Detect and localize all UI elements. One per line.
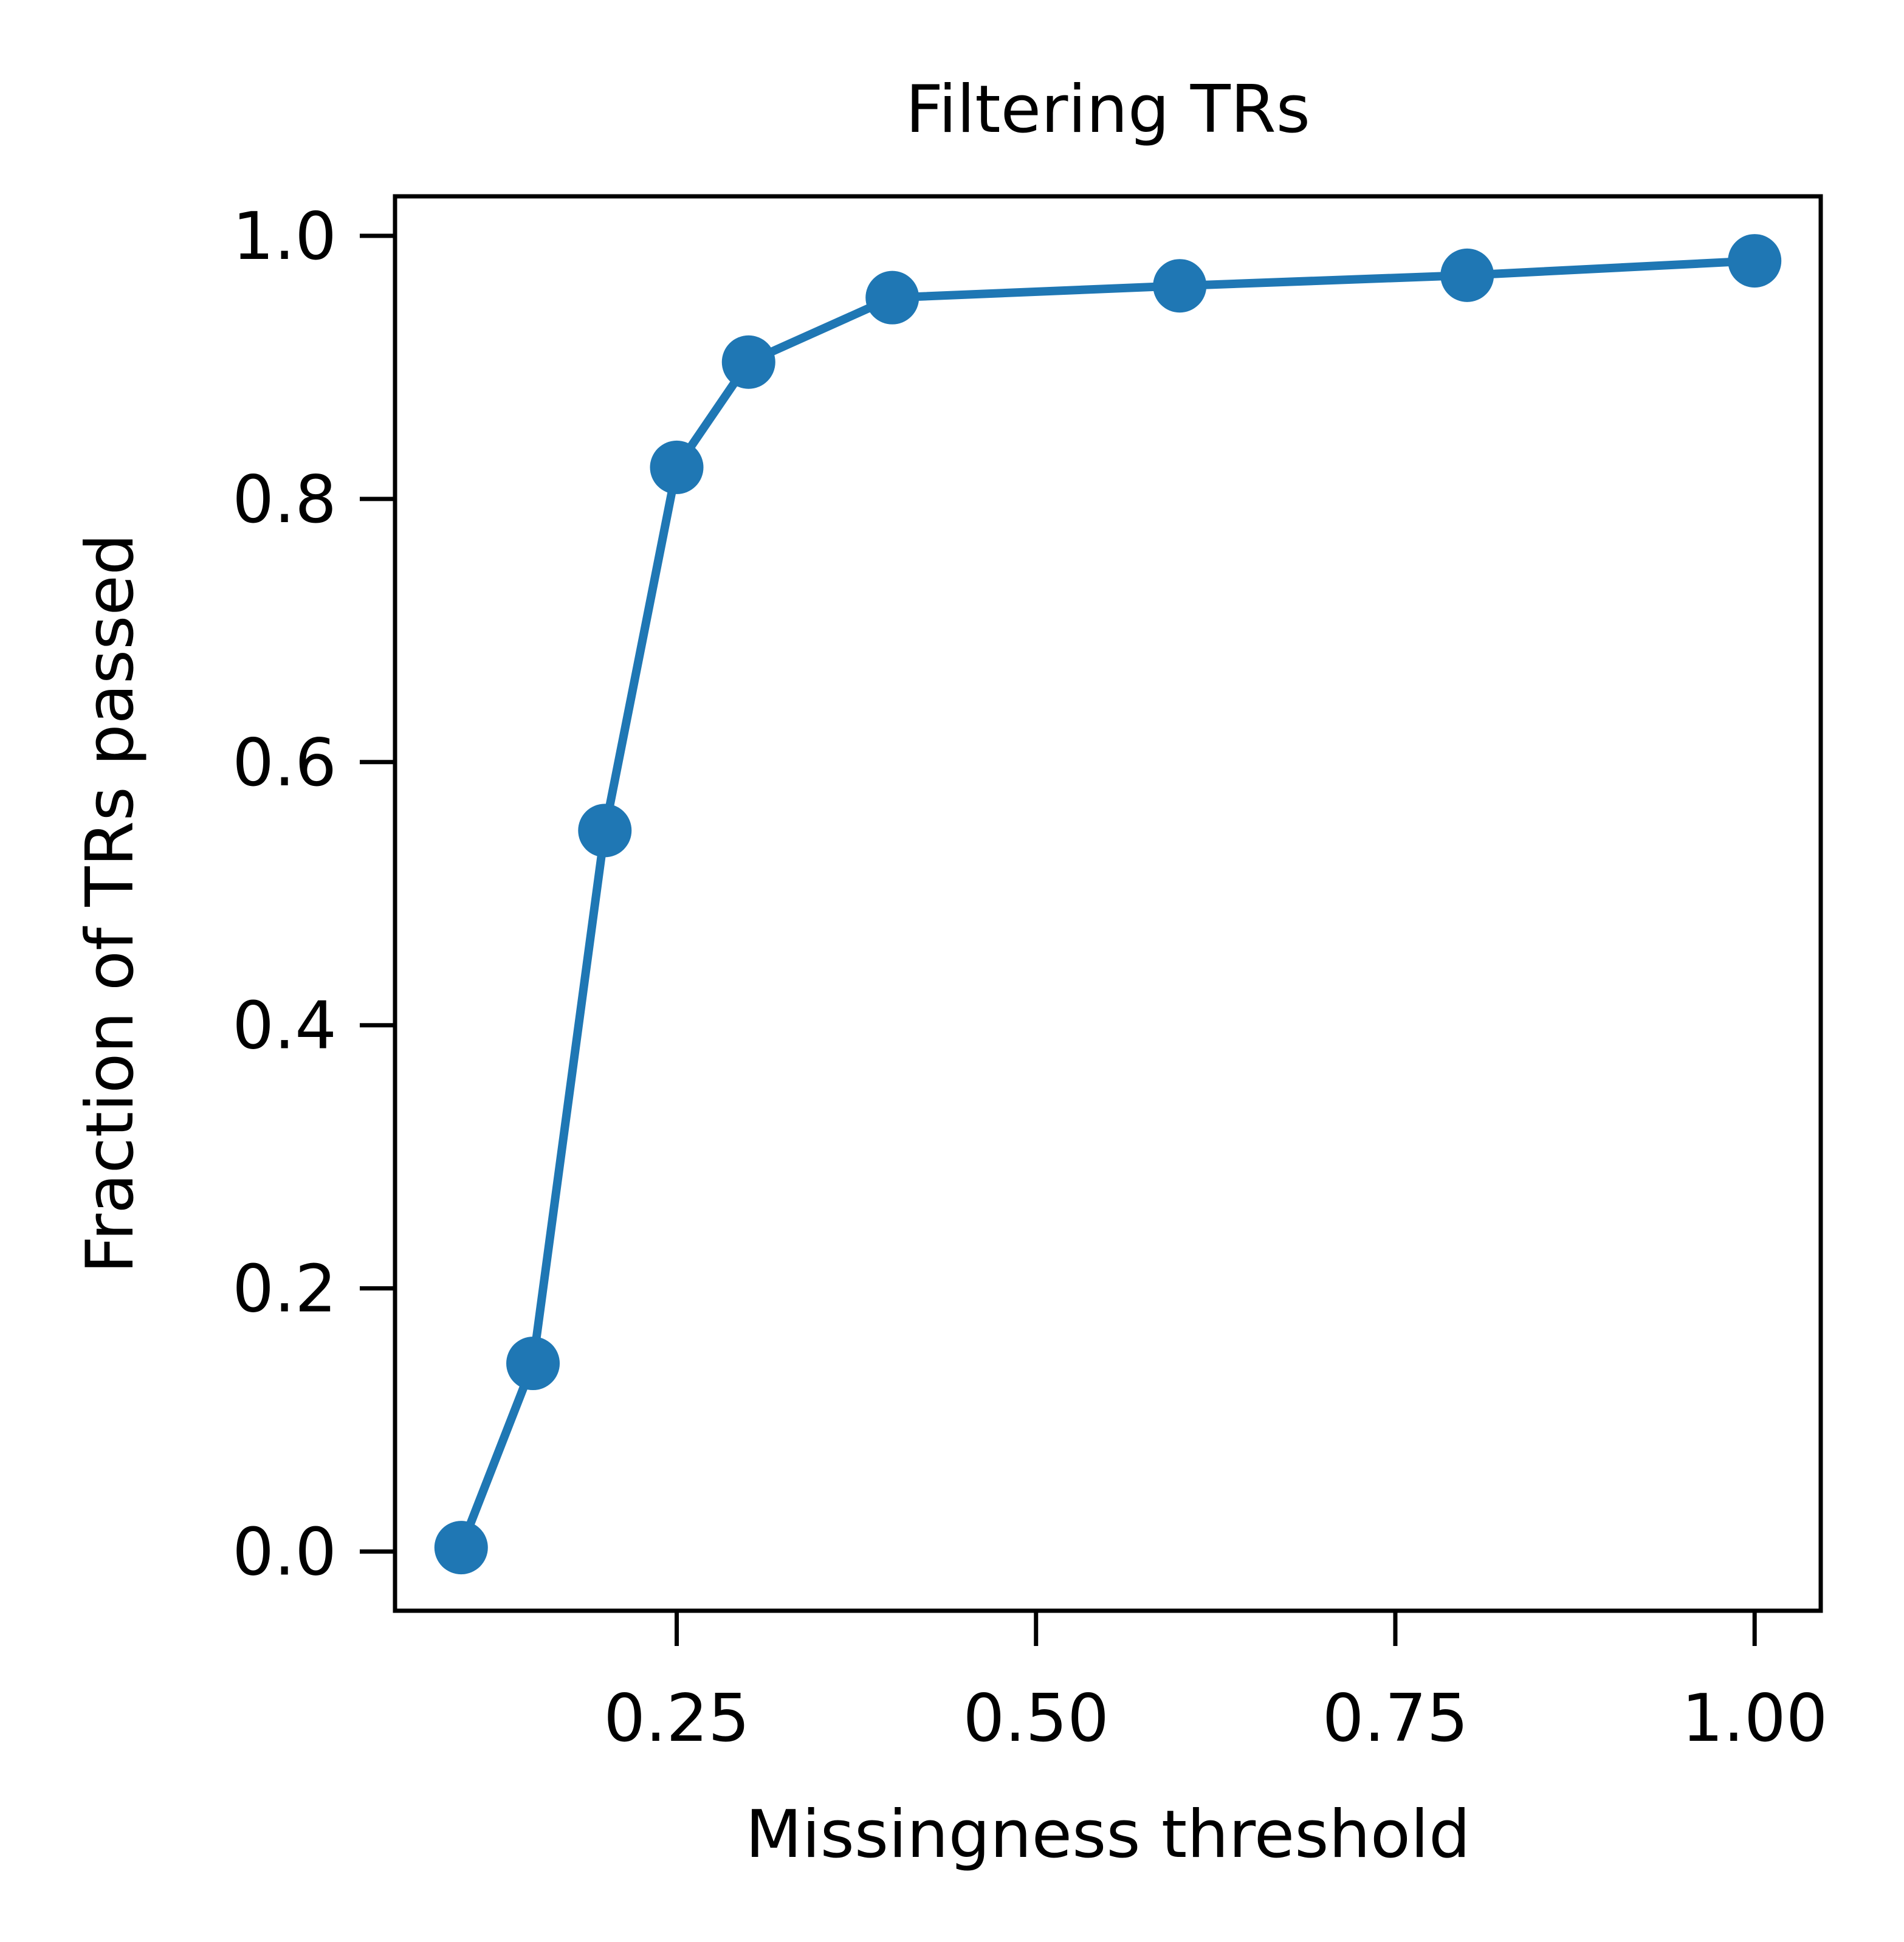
data-point bbox=[865, 270, 919, 325]
data-point bbox=[1153, 259, 1207, 313]
data-point bbox=[721, 335, 775, 389]
chart-title: Filtering TRs bbox=[906, 72, 1310, 148]
y-axis-label: Fraction of TRs passed bbox=[72, 534, 148, 1274]
plot-frame bbox=[393, 194, 1823, 1613]
x-axis-label: Missingness threshold bbox=[745, 1797, 1470, 1873]
x-axis: 0.25 0.50 0.75 1.00 bbox=[603, 1611, 1827, 1757]
y-axis: 0.0 0.2 0.4 0.6 0.8 1.0 bbox=[232, 199, 395, 1591]
y-tick-label: 0.0 bbox=[232, 1515, 337, 1591]
x-tick-label: 0.75 bbox=[1322, 1681, 1468, 1757]
y-tick-label: 1.0 bbox=[232, 199, 337, 275]
y-tick-label: 0.2 bbox=[232, 1252, 337, 1327]
y-tick-label: 0.4 bbox=[232, 988, 337, 1064]
series-layer bbox=[434, 234, 1782, 1575]
y-tick-label: 0.8 bbox=[232, 462, 337, 538]
x-tick-label: 1.00 bbox=[1682, 1681, 1827, 1757]
data-point bbox=[1728, 234, 1782, 288]
data-point bbox=[506, 1337, 560, 1391]
data-point bbox=[650, 440, 704, 494]
x-tick-label: 0.50 bbox=[963, 1681, 1109, 1757]
x-tick-label: 0.25 bbox=[603, 1681, 749, 1757]
data-point bbox=[578, 804, 632, 858]
data-point bbox=[1440, 248, 1494, 302]
y-tick-label: 0.6 bbox=[232, 725, 337, 801]
data-point bbox=[434, 1521, 488, 1575]
